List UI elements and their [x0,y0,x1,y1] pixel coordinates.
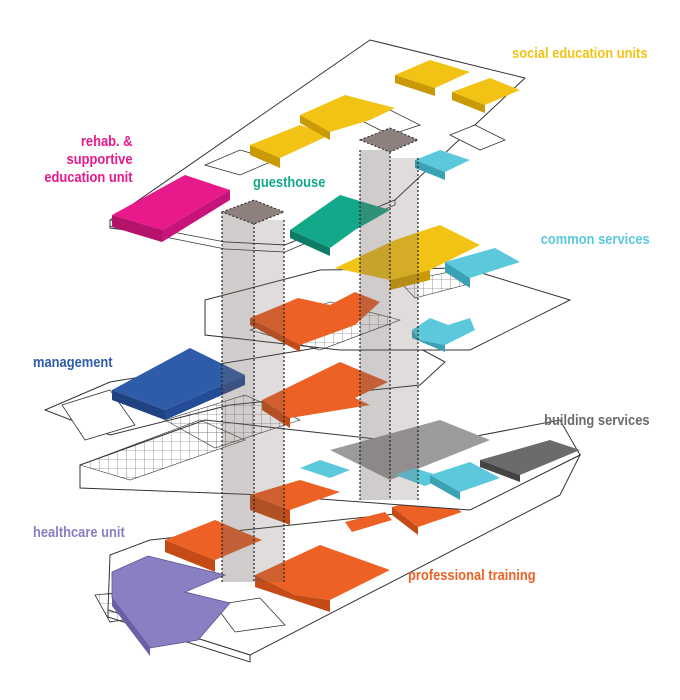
label-rehab-line1: rehab. & [80,133,132,150]
social-education-third-block [335,225,480,290]
second-floor-level [43,334,446,449]
common-services-block-side [430,475,460,500]
label-rehab-line2: supportive [66,151,132,168]
professional-training-block [255,545,390,600]
label-guesthouse: guesthouse [253,174,326,191]
common-services-block [430,462,500,492]
label-building-services: building services [544,412,650,429]
vertical-shafts [220,127,420,582]
social-education-block-side [250,145,280,168]
first-floor-level [79,419,581,525]
professional-training-block-side [392,507,418,535]
common-services-block [412,318,475,345]
professional-training-block [165,520,262,560]
social-education-top-blocks [250,60,520,168]
social-education-block [250,125,330,158]
rehab-supportive-block [112,175,230,242]
label-management: management [33,354,113,371]
label-healthcare-unit: healthcare unit [33,524,125,541]
common-services-block-side [445,262,470,288]
social-education-block-side [395,75,435,96]
third-floor-level [204,225,572,352]
stair-shaft [390,158,418,500]
third-floor-grid [399,271,466,299]
professional-training-third-block [250,292,380,352]
ground-floor-courtyard [214,597,286,633]
building-services-block [330,420,580,482]
management-block [112,348,245,420]
common-services-block [300,460,350,478]
professional-training-second-block [262,362,388,428]
top-floor-level [109,39,527,256]
common-services-first-blocks [300,460,500,500]
top-floor-courtyard [449,124,506,151]
professional-training-block-side [165,540,215,572]
label-common-services: common services [541,231,650,248]
common-services-third-blocks [412,248,520,352]
label-social-education-units: social education units [512,45,648,62]
common-services-block-side [412,330,445,352]
professional-training-block [345,512,392,532]
social-education-block [300,95,395,132]
guesthouse-block [290,195,390,256]
social-education-block [395,60,470,88]
stair-shaft [360,150,390,500]
label-rehab-supportive-education-unit: rehab. & supportive education unit [44,133,132,187]
second-floor-courtyard [61,389,136,441]
professional-training-first-block [250,480,340,525]
common-services-top-block [415,150,470,180]
healthcare-unit-block [111,555,231,656]
social-education-block-side [300,115,330,140]
label-professional-training: professional training [408,567,536,584]
common-services-block [445,248,520,278]
professional-training-block-side [255,575,330,612]
stair-shaft [254,220,284,582]
label-rehab-line3: education unit [43,169,132,186]
social-education-block-side [452,92,485,113]
social-education-block [452,78,520,105]
stair-shaft [222,212,254,582]
